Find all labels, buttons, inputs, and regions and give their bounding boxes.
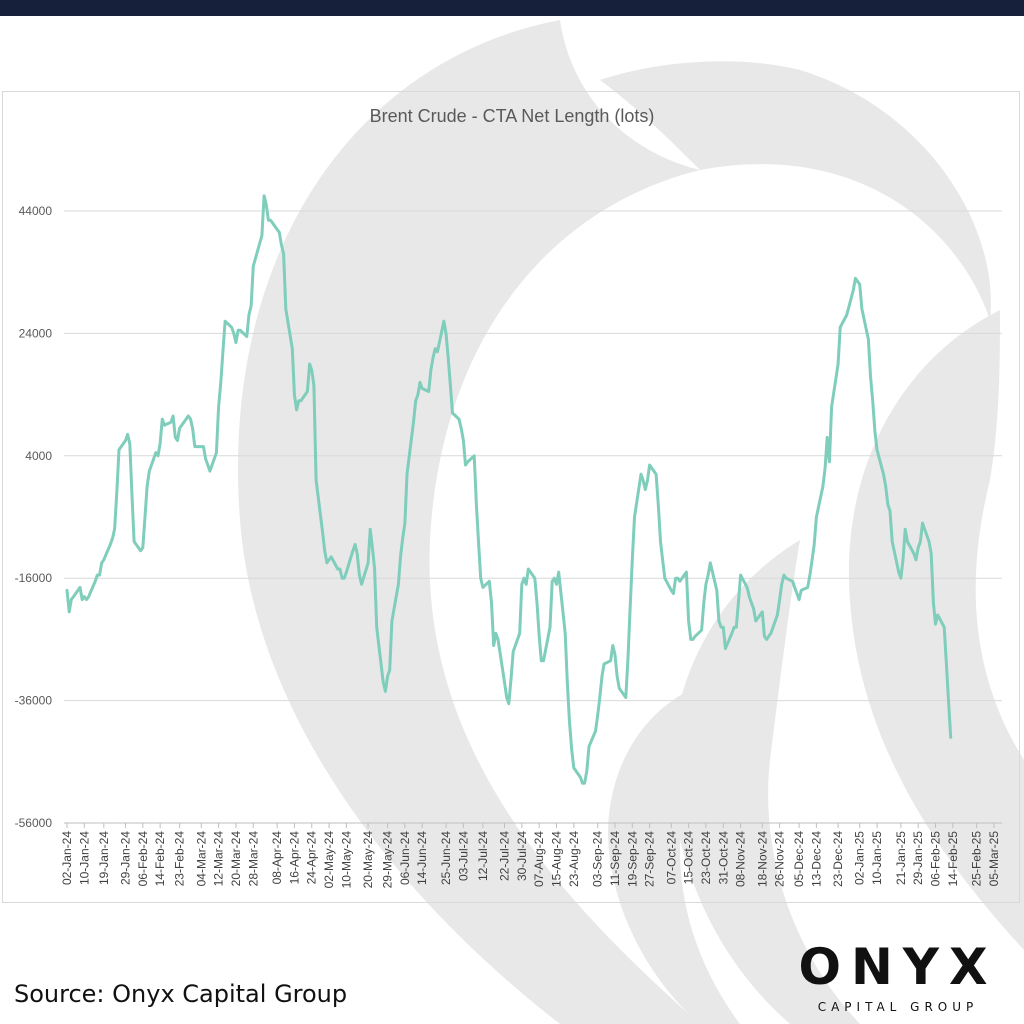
x-tick-label: 26-Nov-24 — [773, 831, 787, 887]
x-tick-label: 30-Jul-24 — [515, 831, 529, 881]
y-tick-label: -16000 — [15, 571, 53, 585]
x-tick-label: 20-May-24 — [361, 831, 375, 889]
x-tick-label: 23-Dec-24 — [831, 831, 845, 887]
x-tick-label: 14-Feb-24 — [153, 831, 167, 887]
x-tick-label: 25-Feb-25 — [970, 831, 984, 887]
x-tick-label: 05-Mar-25 — [987, 831, 1001, 887]
x-tick-label: 03-Sep-24 — [591, 831, 605, 887]
x-tick-label: 02-Jan-24 — [60, 831, 74, 885]
y-axis-ticks: 44000 24000 4000 -16000 -36000 -56000 — [15, 204, 53, 830]
x-tick-label: 10-Jan-25 — [870, 831, 884, 885]
x-tick-label: 24-Apr-24 — [305, 831, 319, 885]
x-tick-label: 20-Mar-24 — [229, 831, 243, 887]
x-tick-label: 12-Mar-24 — [212, 831, 226, 887]
x-tick-label: 15-Oct-24 — [682, 831, 696, 885]
x-tick-label: 29-Jan-24 — [118, 831, 132, 885]
x-tick-label: 08-Apr-24 — [270, 831, 284, 885]
x-tick-label: 04-Mar-24 — [194, 831, 208, 887]
x-tick-label: 14-Jun-24 — [415, 831, 429, 885]
y-tick-label: -36000 — [15, 694, 53, 708]
x-tick-label: 23-Feb-24 — [173, 831, 187, 887]
chart-title: Brent Crude - CTA Net Length (lots) — [369, 106, 655, 126]
y-tick-label: 24000 — [19, 326, 53, 340]
x-tick-label: 06-Feb-24 — [136, 831, 150, 887]
series-lines — [65, 194, 953, 785]
x-tick-label: 13-Dec-24 — [809, 831, 823, 887]
x-tick-label: 05-Dec-24 — [792, 831, 806, 887]
x-tick-label: 23-Aug-24 — [567, 831, 581, 887]
x-tick-label: 29-Jan-25 — [911, 831, 925, 885]
x-tick-label: 06-Feb-25 — [929, 831, 943, 887]
x-tick-label: 11-Sep-24 — [608, 831, 622, 886]
x-tick-label: 15-Aug-24 — [549, 831, 563, 887]
chart-frame — [2, 91, 1020, 903]
y-tick-label: -56000 — [15, 816, 53, 830]
logo-subtitle: CAPITAL GROUP — [817, 1000, 979, 1014]
source-note: Source: Onyx Capital Group — [14, 980, 348, 1008]
x-tick-label: 19-Jan-24 — [97, 831, 111, 885]
x-axis-ticks: 02-Jan-24 10-Jan-24 19-Jan-24 29-Jan-24 06-F… — [60, 823, 1001, 888]
x-tick-label: 10-Jan-24 — [77, 831, 91, 885]
x-tick-label: 16-Apr-24 — [287, 831, 301, 885]
x-tick-label: 06-Jun-24 — [398, 831, 412, 885]
x-tick-label: 07-Aug-24 — [532, 831, 546, 887]
x-tick-label: 19-Sep-24 — [625, 831, 639, 887]
x-tick-label: 21-Jan-25 — [894, 831, 908, 885]
x-tick-label: 02-Jan-25 — [853, 831, 867, 885]
x-tick-label: 29-May-24 — [381, 831, 395, 889]
x-tick-label: 08-Nov-24 — [734, 831, 748, 887]
y-tick-label: 4000 — [25, 449, 52, 463]
x-tick-label: 07-Oct-24 — [664, 831, 678, 885]
top-banner-bar — [0, 0, 1024, 16]
x-tick-label: 28-Mar-24 — [246, 831, 260, 887]
x-tick-label: 03-Jul-24 — [456, 831, 470, 881]
x-tick-label: 14-Feb-25 — [946, 831, 960, 887]
x-tick-label: 10-May-24 — [339, 831, 353, 889]
x-tick-label: 18-Nov-24 — [755, 831, 769, 887]
y-tick-label: 44000 — [19, 204, 53, 218]
x-tick-label: 23-Oct-24 — [699, 831, 713, 885]
x-tick-label: 22-Jul-24 — [498, 831, 512, 881]
x-tick-label: 02-May-24 — [322, 831, 336, 889]
logo-wordmark: ONYX — [798, 938, 998, 996]
onyx-logo: ONYX CAPITAL GROUP — [790, 938, 1006, 1018]
series-line — [65, 194, 953, 785]
x-tick-label: 25-Jun-24 — [439, 831, 453, 885]
x-tick-label: 12-Jul-24 — [476, 831, 490, 881]
x-tick-label: 27-Sep-24 — [643, 831, 657, 887]
x-tick-label: 31-Oct-24 — [716, 831, 730, 885]
